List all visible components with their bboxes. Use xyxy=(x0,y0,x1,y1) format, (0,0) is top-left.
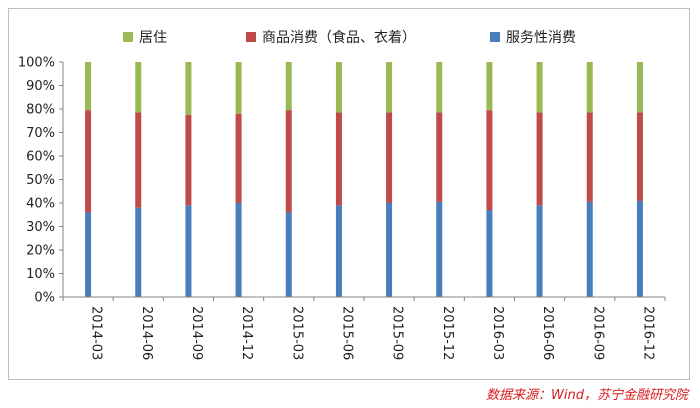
bar-segment-services-2016-06 xyxy=(536,205,543,297)
legend-item-housing: 居住 xyxy=(123,27,167,47)
x-tick-label: 2015-09 xyxy=(390,306,405,360)
legend-swatch-housing xyxy=(123,32,133,42)
bar-segment-housing-2014-12 xyxy=(235,62,242,114)
bar-segment-goods-2016-03 xyxy=(486,110,493,211)
x-tick-label: 2014-09 xyxy=(189,306,204,360)
y-tick-label: 40% xyxy=(26,197,55,212)
bar-segment-services-2016-12 xyxy=(636,200,643,297)
y-tick-label: 50% xyxy=(26,173,55,188)
x-tick-label: 2014-12 xyxy=(239,306,254,360)
bar-segment-services-2015-03 xyxy=(285,212,292,297)
bar-segment-housing-2016-09 xyxy=(586,62,593,113)
bar-segment-housing-2016-06 xyxy=(536,62,543,113)
legend-item-goods: 商品消费（食品、衣着） xyxy=(246,27,416,47)
legend-label-services: 服务性消费 xyxy=(506,30,576,46)
chart-frame xyxy=(8,8,690,380)
x-tick-label: 2015-06 xyxy=(339,306,354,360)
legend-swatch-goods xyxy=(246,32,256,42)
x-tick-label: 2016-12 xyxy=(640,306,655,360)
stacked-bar-chart: 0% 10% 20% 30% 40% 50% 60% 70% 80% 90% 100% 2014-03… xyxy=(18,56,666,360)
y-tick-label: 60% xyxy=(26,150,55,165)
y-tick-label: 90% xyxy=(26,79,55,94)
bar-segment-housing-2015-06 xyxy=(335,62,342,113)
x-tick-label: 2014-06 xyxy=(139,306,154,360)
bar-segment-housing-2015-09 xyxy=(386,62,393,113)
bar-segment-housing-2016-03 xyxy=(486,62,493,111)
x-tick-label: 2014-03 xyxy=(89,306,104,360)
legend-swatch-services xyxy=(490,32,500,42)
bar-segment-services-2016-09 xyxy=(586,201,593,297)
bar-segment-goods-2015-03 xyxy=(285,110,292,213)
bar-segment-services-2015-06 xyxy=(335,205,342,297)
bar-segment-services-2015-09 xyxy=(386,203,393,297)
bar-layer xyxy=(85,62,643,297)
y-tick-label: 0% xyxy=(34,291,55,306)
legend-label-housing: 居住 xyxy=(139,30,167,46)
bar-segment-services-2016-03 xyxy=(486,210,493,297)
bar-segment-services-2014-09 xyxy=(185,205,192,297)
x-tick-label: 2015-12 xyxy=(440,306,455,360)
bar-segment-housing-2014-09 xyxy=(185,62,192,115)
legend-label-goods: 商品消费（食品、衣着） xyxy=(262,30,416,46)
bar-segment-services-2014-03 xyxy=(85,212,92,297)
bar-segment-services-2014-12 xyxy=(235,203,242,297)
bar-segment-services-2014-06 xyxy=(135,207,142,297)
bar-segment-housing-2014-03 xyxy=(85,62,92,111)
bar-segment-goods-2015-12 xyxy=(436,112,443,202)
bar-segment-goods-2016-12 xyxy=(636,112,643,201)
x-tick-label: 2016-03 xyxy=(490,306,505,360)
source-note: 数据来源：Wind，苏宁金融研究院 xyxy=(486,388,688,403)
bar-segment-goods-2015-06 xyxy=(335,112,342,206)
x-tick-label: 2015-03 xyxy=(289,306,304,360)
bar-segment-goods-2014-03 xyxy=(85,110,92,213)
bar-segment-goods-2014-06 xyxy=(135,112,142,208)
y-tick-label: 100% xyxy=(18,56,55,71)
y-tick-label: 10% xyxy=(26,267,55,282)
bar-segment-housing-2015-03 xyxy=(285,62,292,111)
x-tick-label: 2016-06 xyxy=(540,306,555,360)
chart-legend: 居住 商品消费（食品、衣着） 服务性消费 xyxy=(0,27,700,47)
bar-segment-goods-2015-09 xyxy=(386,112,393,203)
bar-segment-goods-2014-09 xyxy=(185,114,192,206)
legend-item-services: 服务性消费 xyxy=(490,27,576,47)
bar-segment-goods-2014-12 xyxy=(235,113,242,203)
bar-segment-goods-2016-09 xyxy=(586,112,593,202)
bar-segment-goods-2016-06 xyxy=(536,112,543,206)
y-tick-label: 80% xyxy=(26,103,55,118)
bar-segment-housing-2015-12 xyxy=(436,62,443,113)
bar-segment-services-2015-12 xyxy=(436,201,443,297)
axes-layer: 0% 10% 20% 30% 40% 50% 60% 70% 80% 90% 100% 2014-03… xyxy=(18,56,666,360)
x-tick-label: 2016-09 xyxy=(590,306,605,360)
bar-segment-housing-2014-06 xyxy=(135,62,142,113)
bar-segment-housing-2016-12 xyxy=(636,62,643,113)
y-tick-label: 70% xyxy=(26,126,55,141)
y-tick-label: 30% xyxy=(26,220,55,235)
y-tick-label: 20% xyxy=(26,244,55,259)
